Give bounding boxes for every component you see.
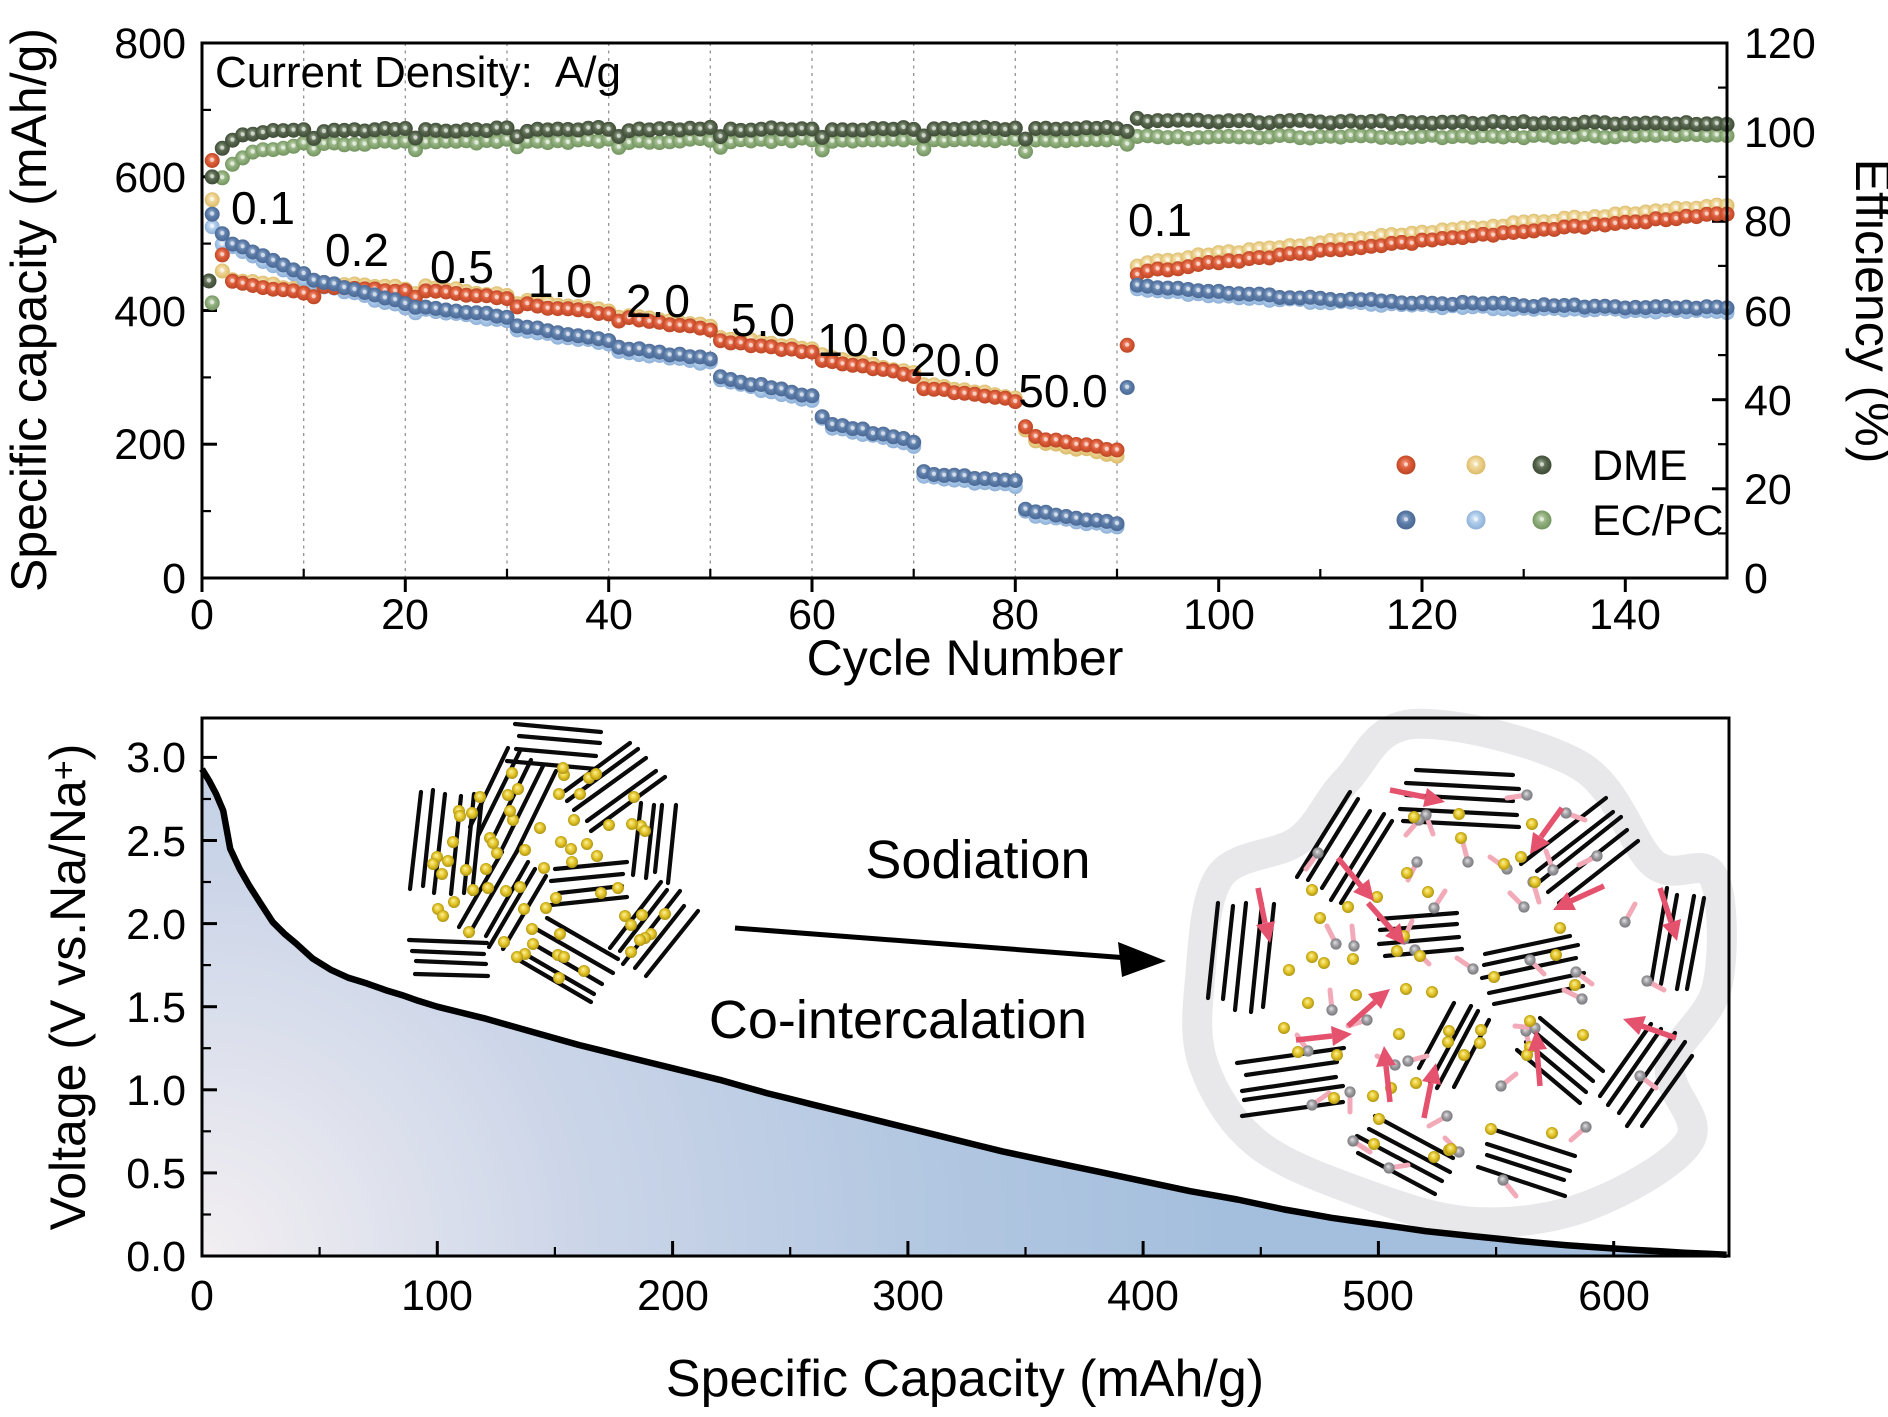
svg-text:120: 120: [1744, 20, 1816, 68]
svg-text:200: 200: [114, 421, 186, 469]
svg-text:20: 20: [381, 591, 429, 639]
svg-text:0: 0: [190, 1272, 214, 1320]
svg-text:0.0: 0.0: [126, 1233, 186, 1281]
svg-text:200: 200: [637, 1272, 709, 1320]
svg-text:0: 0: [1744, 555, 1768, 603]
svg-text:0.1: 0.1: [1128, 194, 1192, 246]
svg-text:Cycle Number: Cycle Number: [807, 630, 1124, 686]
svg-text:Co-intercalation: Co-intercalation: [709, 990, 1087, 1050]
svg-text:DME: DME: [1592, 442, 1688, 490]
svg-text:3.0: 3.0: [126, 734, 186, 782]
svg-text:0.2: 0.2: [325, 224, 389, 276]
svg-text:600: 600: [1578, 1272, 1650, 1320]
svg-text:80: 80: [991, 591, 1039, 639]
svg-text:60: 60: [788, 591, 836, 639]
svg-text:10.0: 10.0: [817, 314, 907, 366]
svg-text:20: 20: [1744, 466, 1792, 514]
svg-text:600: 600: [114, 154, 186, 202]
svg-text:800: 800: [114, 20, 186, 68]
svg-text:20.0: 20.0: [910, 334, 1000, 386]
svg-text:500: 500: [1342, 1272, 1414, 1320]
svg-text:1.0: 1.0: [528, 255, 592, 307]
svg-text:0: 0: [190, 591, 214, 639]
svg-text:2.0: 2.0: [126, 901, 186, 949]
svg-text:5.0: 5.0: [731, 294, 795, 346]
svg-text:300: 300: [872, 1272, 944, 1320]
svg-text:0.1: 0.1: [231, 182, 295, 234]
svg-text:100: 100: [1183, 591, 1255, 639]
svg-text:0.5: 0.5: [430, 241, 494, 293]
svg-text:400: 400: [1107, 1272, 1179, 1320]
svg-text:40: 40: [585, 591, 633, 639]
svg-text:1.0: 1.0: [126, 1067, 186, 1115]
svg-text:Efficiency (%): Efficiency (%): [1845, 159, 1888, 464]
svg-text:100: 100: [401, 1272, 473, 1320]
svg-text:1.5: 1.5: [126, 984, 186, 1032]
svg-text:0: 0: [162, 555, 186, 603]
svg-text:50.0: 50.0: [1018, 365, 1108, 417]
svg-text:Sodiation: Sodiation: [865, 830, 1090, 890]
svg-text:Voltage (V vs.Na/Na+): Voltage (V vs.Na/Na+): [40, 744, 96, 1231]
svg-text:2.0: 2.0: [626, 275, 690, 327]
svg-text:Current Density: A/g: Current Density: A/g: [215, 48, 621, 97]
svg-text:100: 100: [1744, 109, 1816, 157]
svg-text:EC/PC: EC/PC: [1592, 497, 1723, 545]
svg-text:0.5: 0.5: [126, 1150, 186, 1198]
svg-text:400: 400: [114, 288, 186, 336]
svg-text:80: 80: [1744, 198, 1792, 246]
svg-text:120: 120: [1386, 591, 1458, 639]
svg-text:Specific capacity (mAh/g): Specific capacity (mAh/g): [1, 28, 57, 592]
svg-text:2.5: 2.5: [126, 818, 186, 866]
svg-text:140: 140: [1589, 591, 1661, 639]
svg-text:40: 40: [1744, 377, 1792, 425]
svg-text:60: 60: [1744, 288, 1792, 336]
svg-text:Specific Capacity (mAh/g): Specific Capacity (mAh/g): [666, 1350, 1264, 1408]
